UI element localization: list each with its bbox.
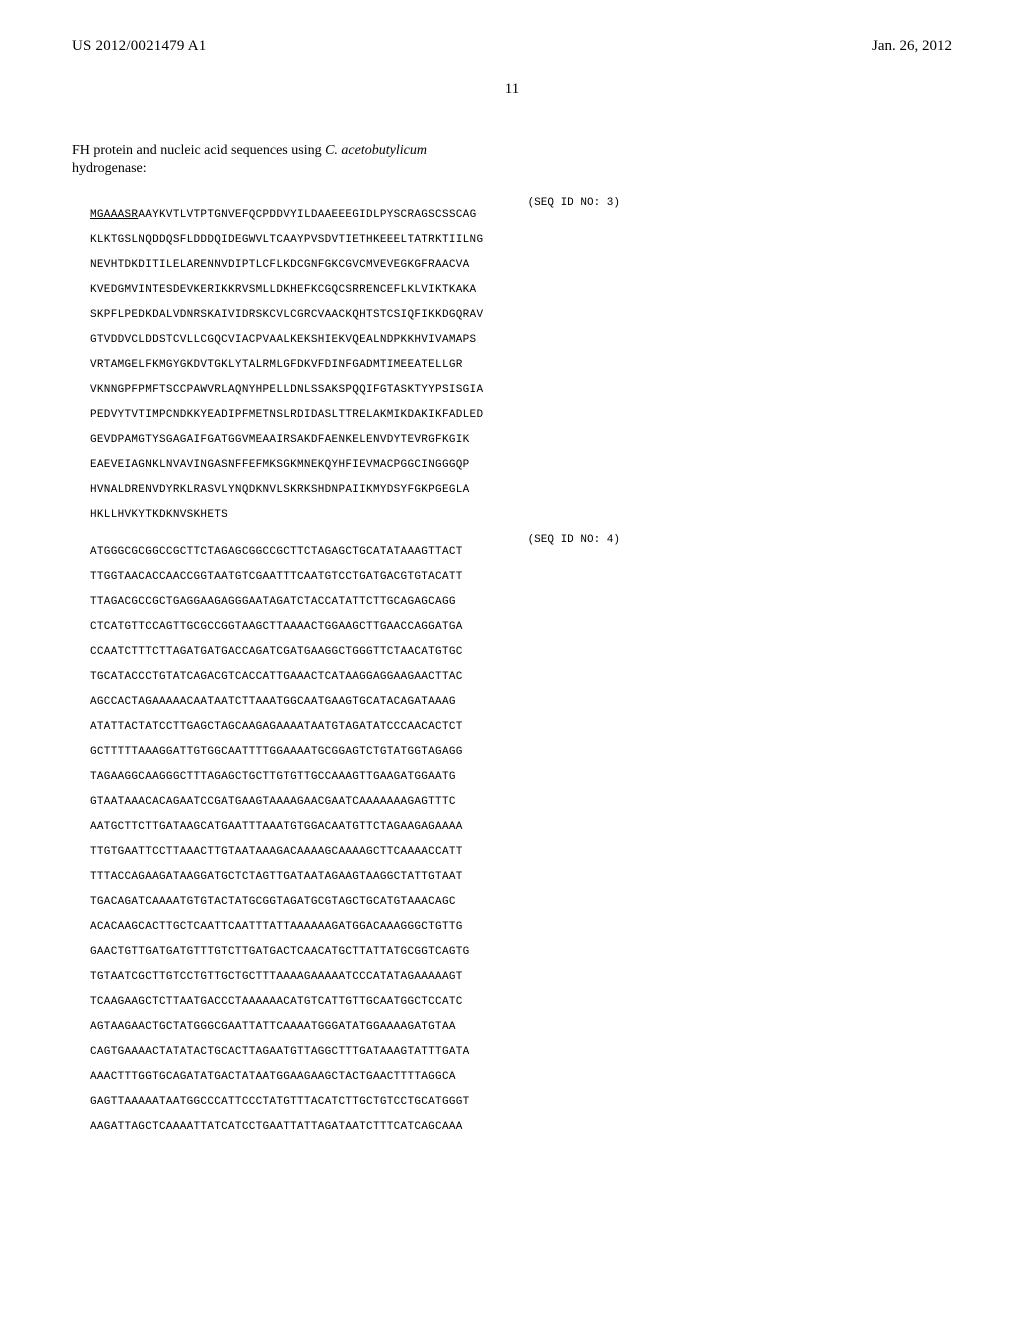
intro-paragraph: FH protein and nucleic acid sequences us…: [72, 142, 502, 177]
seq1-prefix-underlined: MGAAASR: [90, 209, 138, 221]
seq1-line: GEVDPAMGTYSGAGAIFGATGGVMEAAIRSAKDFAENKEL…: [90, 434, 952, 446]
seq2-line: GAGTTAAAAATAATGGCCCATTCCCTATGTTTACATCTTG…: [90, 1096, 952, 1108]
seq2-line: TTTACCAGAAGATAAGGATGCTCTAGTTGATAATAGAAGT…: [90, 871, 952, 883]
seq2-line: ATATTACTATCCTTGAGCTAGCAAGAGAAAATAATGTAGA…: [90, 721, 952, 733]
header-row: US 2012/0021479 A1 Jan. 26, 2012: [72, 38, 952, 55]
seq2-line: ACACAAGCACTTGCTCAATTCAATTTATTAAAAAAGATGG…: [90, 921, 952, 933]
seq2-line: AAACTTTGGTGCAGATATGACTATAATGGAAGAAGCTACT…: [90, 1071, 952, 1083]
intro-text-b: hydrogenase:: [72, 161, 147, 176]
seq1-line: KLKTGSLNQDDQSFLDDDQIDEGWVLTCAAYPVSDVTIET…: [90, 234, 952, 246]
seq2-line: TTGGTAACACCAACCGGTAATGTCGAATTTCAATGTCCTG…: [90, 571, 952, 583]
seq1-line: VRTAMGELFKMGYGKDVTGKLYTALRMLGFDKVFDINFGA…: [90, 359, 952, 371]
seq2-line: AATGCTTCTTGATAAGCATGAATTTAAATGTGGACAATGT…: [90, 821, 952, 833]
seq2-line: TTGTGAATTCCTTAAACTTGTAATAAAGACAAAAGCAAAA…: [90, 846, 952, 858]
seq1-line: HKLLHVKYTKDKNVSKHETS: [90, 509, 952, 521]
seq2-line: GTAATAAACACAGAATCCGATGAAGTAAAAGAACGAATCA…: [90, 796, 952, 808]
seq2-line: TGACAGATCAAAATGTGTACTATGCGGTAGATGCGTAGCT…: [90, 896, 952, 908]
intro-italic: C. acetobutylicum: [325, 143, 427, 158]
seq2-line: CAGTGAAAACTATATACTGCACTTAGAATGTTAGGCTTTG…: [90, 1046, 952, 1058]
seq2-line: GCTTTTTAAAGGATTGTGGCAATTTTGGAAAATGCGGAGT…: [90, 746, 952, 758]
seq1-line-1: MGAAASRAAYKVTLVTPTGNVEFQCPDDVYILDAAEEEGI…: [90, 209, 952, 221]
seq2-line: TTAGACGCCGCTGAGGAAGAGGGAATAGATCTACCATATT…: [90, 596, 952, 608]
seq1-line: NEVHTDKDITILELARENNVDIPTLCFLKDCGNFGKCGVC…: [90, 259, 952, 271]
intro-text-a: FH protein and nucleic acid sequences us…: [72, 143, 325, 158]
seq1-line: EAEVEIAGNKLNVAVINGASNFFEFMKSGKMNEKQYHFIE…: [90, 459, 952, 471]
publication-number: US 2012/0021479 A1: [72, 38, 206, 55]
seq2-line: AAGATTAGCTCAAAATTATCATCCTGAATTATTAGATAAT…: [90, 1121, 952, 1133]
sequence-2-block: (SEQ ID NO: 4) ATGGGCGCGGCCGCTTCTAGAGCGG…: [90, 534, 952, 1133]
seq1-id-label: (SEQ ID NO: 3): [90, 197, 620, 209]
seq2-line: TGCATACCCTGTATCAGACGTCACCATTGAAACTCATAAG…: [90, 671, 952, 683]
sequence-1-block: (SEQ ID NO: 3) MGAAASRAAYKVTLVTPTGNVEFQC…: [90, 197, 952, 521]
seq2-line: TAGAAGGCAAGGGCTTTAGAGCTGCTTGTGTTGCCAAAGT…: [90, 771, 952, 783]
seq2-line: CCAATCTTTCTTAGATGATGACCAGATCGATGAAGGCTGG…: [90, 646, 952, 658]
seq2-line: ATGGGCGCGGCCGCTTCTAGAGCGGCCGCTTCTAGAGCTG…: [90, 546, 952, 558]
seq2-line: TCAAGAAGCTCTTAATGACCCTAAAAAACATGTCATTGTT…: [90, 996, 952, 1008]
seq2-line: GAACTGTTGATGATGTTTGTCTTGATGACTCAACATGCTT…: [90, 946, 952, 958]
seq1-line: GTVDDVCLDDSTCVLLCGQCVIACPVAALKEKSHIEKVQE…: [90, 334, 952, 346]
seq1-line: HVNALDRENVDYRKLRASVLYNQDKNVLSKRKSHDNPAII…: [90, 484, 952, 496]
seq1-line: PEDVYTVTIMPCNDKKYEADIPFMETNSLRDIDASLTTRE…: [90, 409, 952, 421]
seq2-line: TGTAATCGCTTGTCCTGTTGCTGCTTTAAAAGAAAAATCC…: [90, 971, 952, 983]
seq2-line: AGTAAGAACTGCTATGGGCGAATTATTCAAAATGGGATAT…: [90, 1021, 952, 1033]
seq2-line: AGCCACTAGAAAAACAATAATCTTAAATGGCAATGAAGTG…: [90, 696, 952, 708]
seq2-line: CTCATGTTCCAGTTGCGCCGGTAAGCTTAAAACTGGAAGC…: [90, 621, 952, 633]
seq1-line1-rest: AAYKVTLVTPTGNVEFQCPDDVYILDAAEEEGIDLPYSCR…: [138, 209, 476, 221]
page-number: 11: [72, 81, 952, 98]
page-container: US 2012/0021479 A1 Jan. 26, 2012 11 FH p…: [0, 0, 1024, 1186]
seq2-id-label: (SEQ ID NO: 4): [90, 534, 620, 546]
seq1-line: KVEDGMVINTESDEVKERIKKRVSMLLDKHEFKCGQCSRR…: [90, 284, 952, 296]
seq1-line: VKNNGPFPMFTSCCPAWVRLAQNYHPELLDNLSSAKSPQQ…: [90, 384, 952, 396]
publication-date: Jan. 26, 2012: [872, 38, 952, 55]
seq1-line: SKPFLPEDKDALVDNRSKAIVIDRSKCVLCGRCVAACKQH…: [90, 309, 952, 321]
